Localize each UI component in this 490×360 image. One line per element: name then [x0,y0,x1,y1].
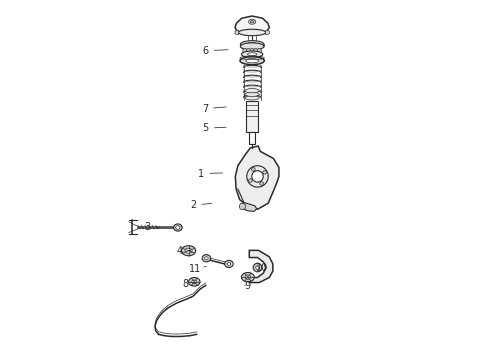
Ellipse shape [246,49,251,53]
Ellipse shape [253,263,262,272]
Bar [246,102,258,132]
Ellipse shape [205,257,208,260]
Ellipse shape [247,42,257,46]
Ellipse shape [240,57,264,64]
Text: 3: 3 [145,222,160,232]
Ellipse shape [243,49,247,53]
Text: 8: 8 [182,279,194,289]
Ellipse shape [245,275,251,279]
Ellipse shape [239,29,266,36]
Text: 11: 11 [189,264,206,274]
Ellipse shape [192,280,197,284]
Text: 10: 10 [256,262,268,273]
Ellipse shape [247,166,268,187]
Text: 6: 6 [203,46,228,56]
Ellipse shape [242,51,263,58]
Polygon shape [241,203,257,211]
Polygon shape [249,250,273,283]
Ellipse shape [241,43,264,50]
Ellipse shape [248,19,256,24]
Ellipse shape [263,171,267,174]
Ellipse shape [173,224,182,231]
Ellipse shape [242,273,254,282]
Ellipse shape [245,96,259,100]
Text: 7: 7 [202,104,226,113]
Ellipse shape [245,89,259,93]
Text: 5: 5 [202,123,226,133]
Ellipse shape [241,41,264,48]
Ellipse shape [260,182,264,185]
Ellipse shape [181,246,196,256]
Ellipse shape [250,49,254,53]
Text: 9: 9 [245,282,251,292]
Ellipse shape [227,262,231,265]
Ellipse shape [202,255,211,262]
Ellipse shape [252,171,263,182]
Ellipse shape [247,53,257,56]
Ellipse shape [251,167,255,171]
Polygon shape [235,16,270,33]
Ellipse shape [224,260,233,267]
Polygon shape [235,30,239,35]
Text: 1: 1 [198,168,222,179]
Ellipse shape [245,59,259,63]
Text: 4: 4 [177,246,191,256]
Ellipse shape [250,21,254,23]
Text: 2: 2 [190,200,212,210]
Ellipse shape [256,266,259,269]
Ellipse shape [239,203,245,210]
Ellipse shape [245,92,259,96]
Ellipse shape [257,49,262,53]
Polygon shape [235,146,279,209]
Ellipse shape [189,278,200,286]
Ellipse shape [176,226,180,229]
Polygon shape [266,30,270,35]
Ellipse shape [248,179,252,182]
Ellipse shape [185,248,192,253]
Bar [249,132,255,144]
Ellipse shape [253,49,258,53]
